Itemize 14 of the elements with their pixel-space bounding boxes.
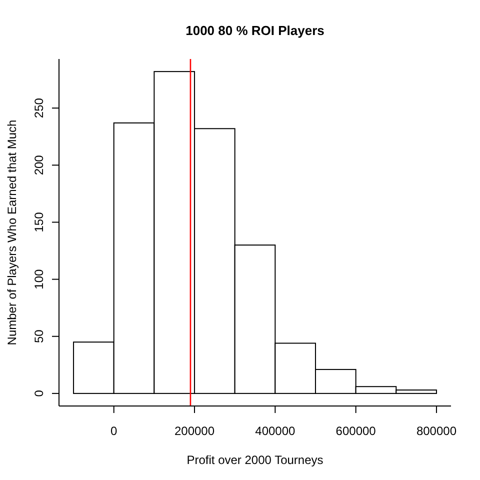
x-axis-title: Profit over 2000 Tourneys	[186, 453, 324, 467]
x-tick-label: 0	[110, 424, 118, 438]
x-tick-label: 600000	[336, 424, 376, 438]
x-tick-label: 400000	[255, 424, 296, 438]
x-tick-label: 800000	[416, 424, 457, 438]
y-axis-title: Number of Players Who Earned that Much	[5, 120, 19, 346]
y-tick-label: 0	[32, 390, 46, 397]
y-tick-label: 250	[32, 98, 46, 118]
x-tick-label: 200000	[174, 424, 215, 438]
y-tick-label: 200	[32, 154, 46, 176]
y-tick-label: 150	[32, 212, 46, 232]
y-tick-label: 100	[32, 268, 46, 290]
y-tick-label: 50	[32, 329, 46, 344]
chart-title: 1000 80 % ROI Players	[186, 23, 324, 38]
